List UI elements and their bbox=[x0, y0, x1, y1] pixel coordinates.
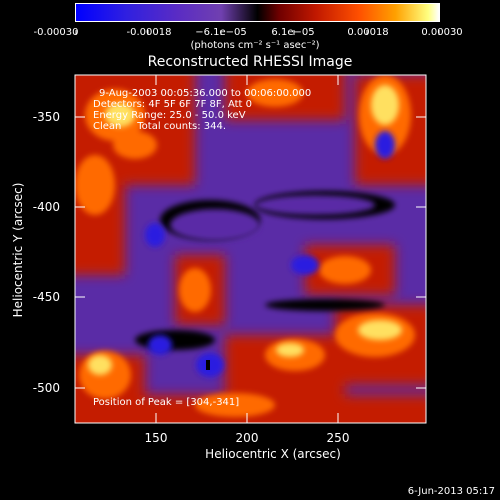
x-tick-label: 250 bbox=[326, 431, 350, 445]
peak-marker bbox=[206, 360, 210, 370]
y-axis-label: Heliocentric Y (arcsec) bbox=[11, 182, 25, 318]
colorbar-units: (photons cm⁻² s⁻¹ asec⁻²) bbox=[190, 40, 320, 51]
annotation-peak-position: Position of Peak = [304,-341] bbox=[93, 397, 240, 408]
annotation-counts: Clean Total counts: 344. bbox=[93, 121, 227, 132]
annotation-time-range: 9-Aug-2003 00:05:36.000 to 00:06:00.000 bbox=[99, 88, 312, 99]
colorbar-tick-label: -0.00018 bbox=[126, 27, 172, 38]
colorbar-tick-label: -0.00030 bbox=[33, 27, 79, 38]
x-tick-label: 150 bbox=[144, 431, 168, 445]
colorbar-tick-label: 6.1e−05 bbox=[271, 27, 315, 38]
y-tick-label: -350 bbox=[32, 110, 60, 124]
annotation-energy-range: Energy Range: 25.0 - 50.0 keV bbox=[93, 110, 246, 121]
y-tick-label: -450 bbox=[32, 290, 60, 304]
footer-timestamp: 6-Jun-2013 05:17 bbox=[407, 486, 495, 497]
colorbar-tick-label: 0.00018 bbox=[347, 27, 389, 38]
colorbar-tick-label: −6.1e−05 bbox=[195, 27, 247, 38]
y-tick-label: -500 bbox=[32, 381, 60, 395]
colorbar-tick-label: 0.00030 bbox=[421, 27, 463, 38]
colorbar bbox=[75, 3, 440, 22]
x-axis-label: Heliocentric X (arcsec) bbox=[205, 447, 341, 461]
plot-axes bbox=[73, 73, 428, 425]
annotation-detectors: Detectors: 4F 5F 6F 7F 8F, Att 0 bbox=[93, 99, 253, 110]
y-tick-label: -400 bbox=[32, 200, 60, 214]
heatmap-image bbox=[75, 75, 426, 423]
plot-title: Reconstructed RHESSI Image bbox=[147, 54, 353, 70]
x-tick-label: 200 bbox=[235, 431, 259, 445]
colorbar-tick-marks bbox=[75, 20, 440, 35]
